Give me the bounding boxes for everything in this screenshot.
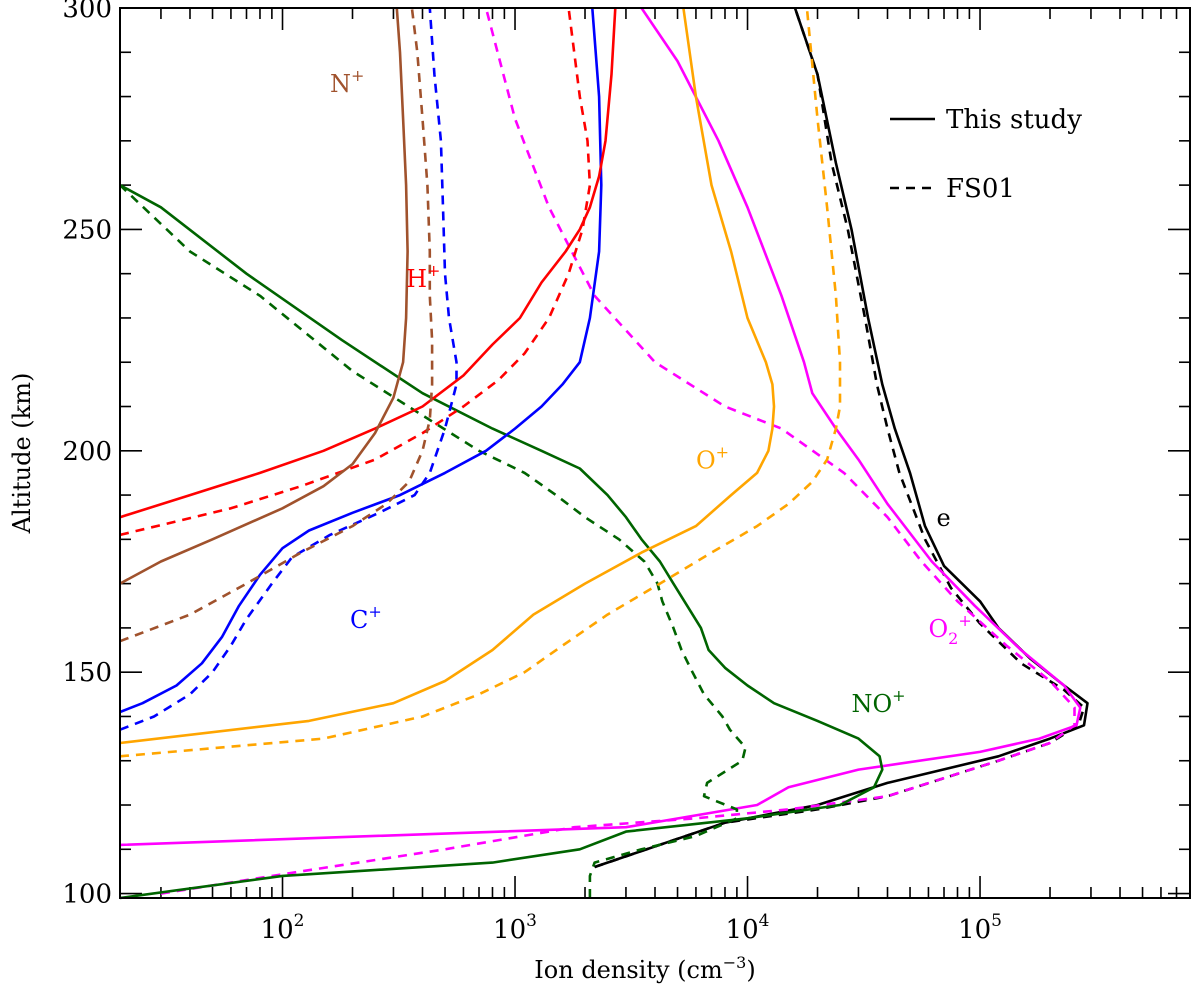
y-tick-label: 300 (62, 0, 112, 24)
series-C-plus-fs01 (119, 7, 458, 731)
x-axis-title-exponent: −3 (723, 953, 747, 972)
curve-label-e: e (937, 504, 951, 532)
x-axis-title-tail: ) (746, 956, 755, 984)
series-e-fs01 (594, 7, 1086, 869)
series-NO-plus-fs01 (119, 184, 747, 898)
legend-label-fs01: FS01 (946, 174, 1015, 204)
curve-label-n: N+ (330, 66, 364, 98)
series-O-plus-fs01 (119, 7, 842, 758)
series-NO-plus-this-study (119, 183, 884, 900)
y-tick-label: 200 (62, 437, 112, 467)
series-H-plus-this-study (119, 7, 617, 519)
curve-labels: N+ H+ C+ O+ O2+ NO+ e (330, 66, 972, 718)
legend: This study FS01 (890, 105, 1082, 204)
x-axis-title: Ion density (cm−3) (534, 953, 755, 984)
curve-label-o2: O2+ (928, 611, 971, 648)
x-tick-label: 105 (958, 911, 1002, 945)
curve-label-no: NO+ (851, 686, 905, 718)
x-tick-label: 102 (261, 911, 305, 945)
curve-label-o: O+ (696, 442, 729, 474)
x-axis-title-main: Ion density (cm (534, 956, 723, 984)
plot-frame (119, 7, 1191, 899)
series-O2-plus-fs01 (160, 7, 1076, 895)
series-lines (119, 7, 1089, 900)
series-N-plus-this-study (119, 7, 409, 585)
y-tick-label: 250 (62, 215, 112, 245)
curve-label-h: H+ (406, 261, 440, 293)
tick-labels: 102 103 104 105 100 150 200 250 300 (62, 0, 1002, 945)
y-axis-title: Altitude (km) (8, 373, 36, 535)
series-e-this-study (594, 7, 1089, 869)
x-tick-label: 103 (493, 911, 537, 945)
y-tick-label: 150 (62, 658, 112, 688)
axis-ticks (119, 7, 1191, 898)
series-N-plus-fs01 (119, 7, 434, 643)
curve-label-c: C+ (350, 602, 382, 634)
x-tick-label: 104 (726, 911, 770, 945)
y-tick-label: 100 (62, 880, 112, 910)
series-O-plus-this-study (119, 7, 776, 745)
series-O2-plus-this-study (119, 7, 1082, 847)
series-H-plus-fs01 (119, 7, 592, 537)
legend-label-this-study: This study (946, 105, 1082, 135)
